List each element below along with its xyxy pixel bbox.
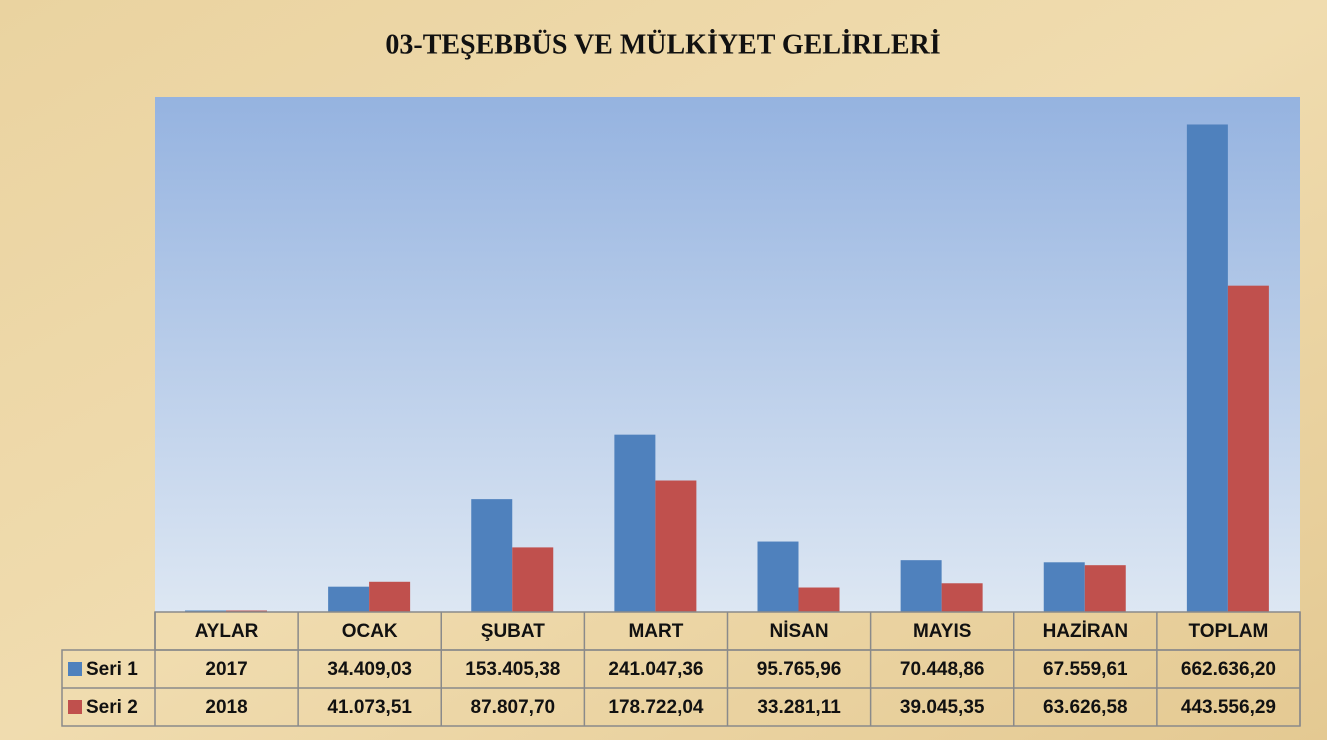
x-tick-label: AYLAR [195,621,259,642]
legend-label: Seri 1 [86,659,138,680]
data-label: 95.765,96 [757,659,842,680]
x-tick-label: OCAK [342,621,398,642]
data-label: 153.405,38 [465,659,560,680]
legend-label: Seri 2 [86,697,138,718]
data-label: 241.047,36 [608,659,703,680]
data-label: 39.045,35 [900,697,985,718]
plot-area [155,97,1300,612]
bar [757,541,799,612]
bar [1186,124,1228,613]
x-tick-label: ŞUBAT [481,621,545,642]
data-label: 2018 [205,697,247,718]
legend-swatch [68,662,82,676]
bar [900,560,942,612]
data-label: 34.409,03 [327,659,412,680]
data-label: 178.722,04 [608,697,704,718]
legend-swatch [68,700,82,714]
bar [655,480,697,612]
data-label: 67.559,61 [1043,659,1128,680]
bar [798,587,840,612]
data-label: 443.556,29 [1181,697,1276,718]
bar [369,581,411,612]
bar [614,434,656,612]
bar [328,586,370,612]
bar [1084,565,1126,612]
data-label: 70.448,86 [900,659,985,680]
data-label: 87.807,70 [471,697,556,718]
data-label: 662.636,20 [1181,659,1276,680]
x-tick-label: HAZİRAN [1043,621,1129,642]
data-label: 41.073,51 [327,697,412,718]
bar [471,499,513,612]
x-tick-label: MART [628,621,683,642]
bar [1227,285,1269,612]
data-label: 63.626,58 [1043,697,1128,718]
data-label: 33.281,11 [757,697,841,718]
data-label: 2017 [205,659,247,680]
bar [1043,562,1085,612]
x-tick-label: NİSAN [770,621,829,642]
x-tick-label: TOPLAM [1189,621,1269,642]
chart-title: 03-TEŞEBBÜS VE MÜLKİYET GELİRLERİ [385,29,940,60]
bar [512,547,554,612]
x-tick-label: MAYIS [913,621,971,642]
bar [941,583,983,612]
